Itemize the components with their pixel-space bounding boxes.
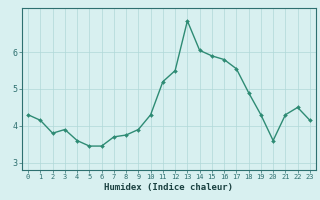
X-axis label: Humidex (Indice chaleur): Humidex (Indice chaleur) [105,183,234,192]
